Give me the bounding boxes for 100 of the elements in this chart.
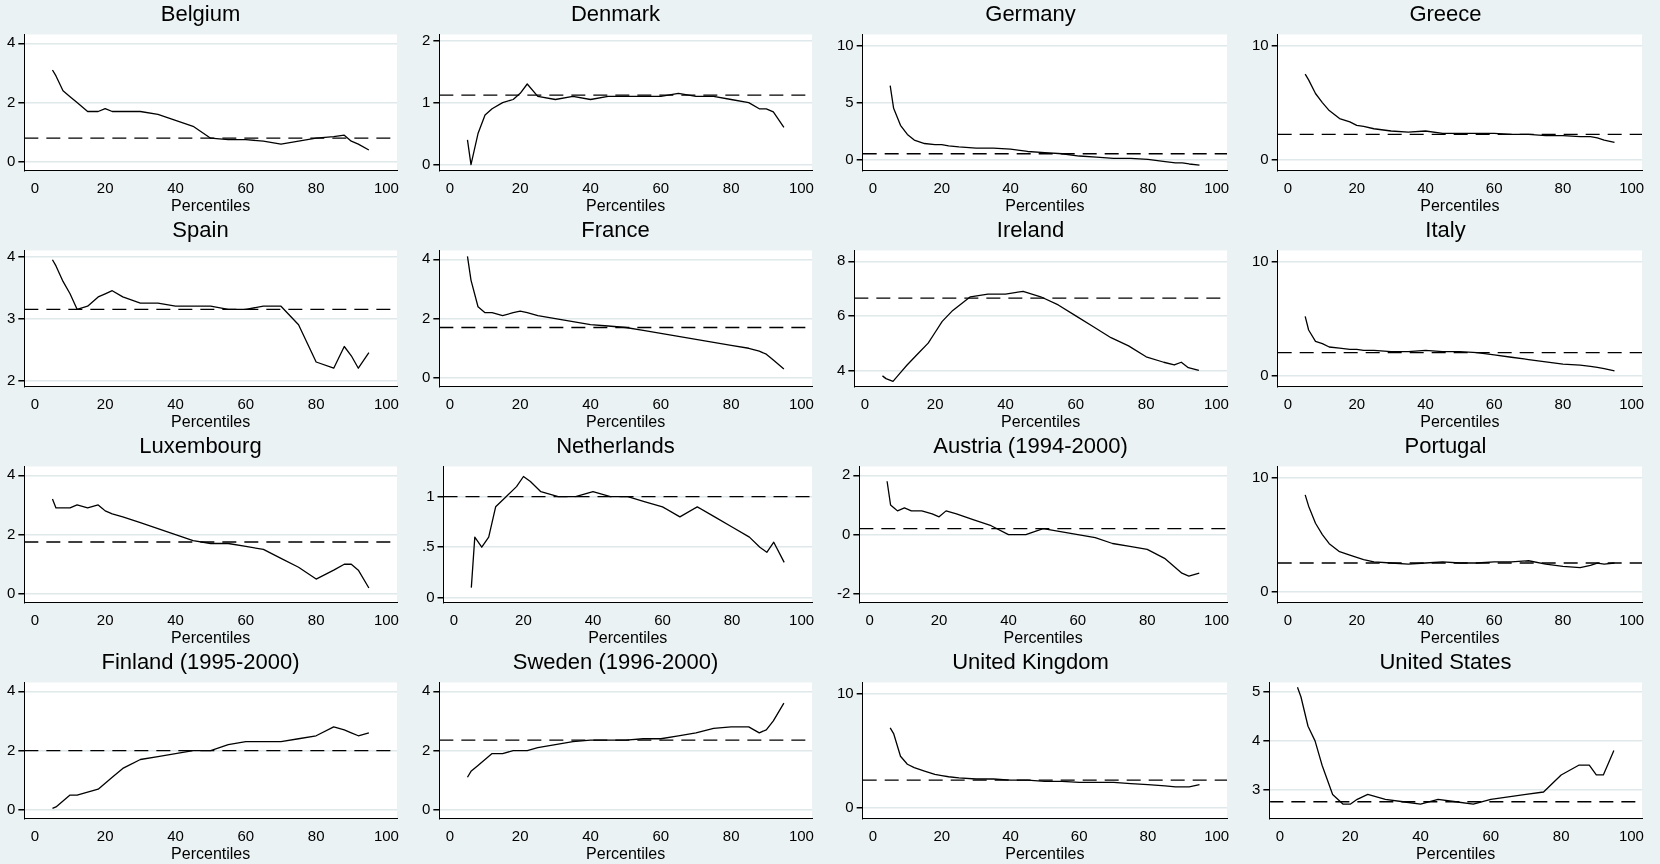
x-tick-label: 80 (1554, 610, 1572, 628)
y-tick-label: 0 (7, 800, 16, 818)
x-tick-label: 80 (1554, 178, 1572, 196)
x-tick-label: 80 (307, 178, 325, 196)
x-tick-label: 20 (515, 610, 532, 628)
x-tick-label: 100 (1204, 178, 1230, 196)
chart-title: United Kingdom (952, 649, 1109, 675)
y-tick-label: 2 (422, 308, 431, 326)
x-tick-label: 20 (930, 610, 948, 628)
chart-title: Netherlands (556, 433, 675, 459)
x-tick-label: 80 (722, 178, 740, 196)
x-tick-label: 20 (96, 394, 114, 412)
x-tick-label: 0 (865, 610, 874, 628)
x-tick-label: 0 (30, 178, 40, 196)
y-tick-label: .5 (421, 537, 435, 555)
x-tick-label: 40 (582, 178, 599, 196)
x-axis-title: Percentiles (586, 844, 666, 862)
x-tick-label: 80 (722, 394, 740, 412)
y-tick-label: 0 (7, 584, 16, 602)
x-tick-label: 60 (652, 394, 670, 412)
x-tick-label: 40 (1412, 826, 1429, 844)
chart-title: Spain (172, 217, 229, 243)
chart-title: Germany (985, 1, 1076, 27)
x-tick-label: 100 (1619, 610, 1645, 628)
chart-title: Portugal (1404, 433, 1487, 459)
x-tick-label: 60 (1482, 826, 1500, 844)
x-tick-label: 100 (373, 610, 399, 628)
x-tick-label: 0 (30, 610, 40, 628)
y-tick-label: 1 (422, 92, 431, 110)
y-tick-label: 1 (426, 486, 435, 504)
x-tick-label: 60 (237, 826, 255, 844)
y-tick-label: 2 (7, 370, 16, 388)
x-tick-label: 20 (511, 826, 529, 844)
y-tick-label: 8 (837, 251, 846, 269)
x-tick-label: 20 (1348, 394, 1366, 412)
x-tick-label: 20 (96, 826, 114, 844)
x-tick-label: 40 (167, 178, 184, 196)
x-tick-label: 60 (1070, 178, 1088, 196)
y-tick-label: 0 (7, 152, 16, 170)
x-tick-label: 80 (1554, 394, 1572, 412)
x-tick-label: 20 (1348, 178, 1366, 196)
y-tick-label: 10 (1252, 251, 1269, 269)
x-tick-label: 80 (1139, 178, 1157, 196)
x-tick-label: 0 (860, 394, 870, 412)
x-tick-label: 80 (307, 826, 325, 844)
x-tick-label: 80 (1552, 826, 1570, 844)
x-tick-label: 60 (652, 826, 670, 844)
y-tick-label: 0 (422, 154, 431, 172)
x-tick-label: 20 (511, 394, 529, 412)
chart-title: Greece (1409, 1, 1482, 27)
y-tick-label: 0 (845, 149, 854, 167)
x-tick-label: 0 (1283, 178, 1293, 196)
x-tick-label: 40 (1000, 610, 1017, 628)
x-axis-title: Percentiles (1420, 412, 1500, 430)
x-tick-label: 60 (1485, 394, 1503, 412)
y-tick-label: 2 (7, 524, 16, 542)
x-tick-label: 0 (30, 394, 40, 412)
x-tick-label: 20 (933, 826, 951, 844)
chart-title: Luxembourg (139, 433, 262, 459)
x-tick-label: 60 (1070, 826, 1088, 844)
x-tick-label: 100 (1618, 826, 1644, 844)
y-tick-label: 4 (837, 360, 846, 378)
x-tick-label: 100 (789, 610, 815, 628)
x-tick-label: 80 (307, 610, 325, 628)
x-tick-label: 20 (1348, 610, 1366, 628)
x-tick-label: 40 (1417, 178, 1434, 196)
x-tick-label: 100 (788, 178, 814, 196)
x-axis-title: Percentiles (1001, 412, 1081, 430)
x-tick-label: 40 (997, 394, 1014, 412)
y-tick-label: 2 (7, 92, 16, 110)
x-tick-label: 0 (1275, 826, 1285, 844)
x-tick-label: 100 (1619, 178, 1645, 196)
x-tick-label: 0 (445, 394, 455, 412)
x-tick-label: 20 (933, 178, 951, 196)
x-axis-title: Percentiles (171, 196, 251, 214)
x-axis-title: Percentiles (171, 844, 251, 862)
x-tick-label: 80 (722, 826, 740, 844)
y-tick-label: 2 (422, 740, 431, 758)
x-tick-label: 20 (96, 178, 114, 196)
y-tick-label: 10 (837, 35, 854, 53)
x-tick-label: 60 (1069, 610, 1087, 628)
y-tick-label: 0 (422, 368, 431, 386)
x-tick-label: 80 (723, 610, 741, 628)
x-tick-label: 0 (445, 178, 455, 196)
chart-title: Finland (1995-2000) (101, 649, 300, 675)
x-tick-label: 40 (167, 394, 184, 412)
x-tick-label: 60 (1067, 394, 1085, 412)
y-tick-label: 4 (7, 33, 16, 51)
x-tick-label: 0 (1283, 394, 1293, 412)
x-tick-label: 80 (1139, 826, 1157, 844)
y-tick-label: 4 (7, 681, 16, 699)
x-axis-title: Percentiles (586, 196, 666, 214)
y-tick-label: 5 (1252, 682, 1261, 700)
x-tick-label: 40 (167, 610, 184, 628)
x-tick-label: 20 (1341, 826, 1359, 844)
x-tick-label: 100 (1203, 394, 1229, 412)
x-tick-label: 60 (237, 394, 255, 412)
x-tick-label: 100 (373, 394, 399, 412)
x-tick-label: 40 (1002, 826, 1019, 844)
x-tick-label: 0 (868, 826, 878, 844)
